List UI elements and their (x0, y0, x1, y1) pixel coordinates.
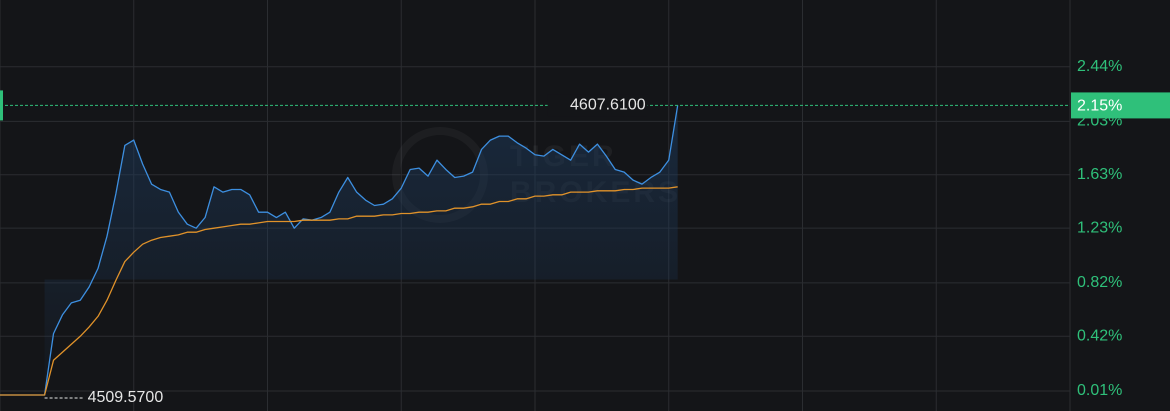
y-tick-label: 0.82% (1077, 274, 1122, 291)
current-marker (0, 90, 3, 121)
plot (0, 105, 679, 396)
y-tick-label: 1.63% (1077, 166, 1122, 183)
average-line (0, 186, 678, 396)
high-label-bg (547, 94, 648, 117)
y-tick-label: 0.42% (1077, 327, 1122, 344)
y-tick-label: 1.23% (1077, 219, 1122, 236)
low-label: 4509.5700 (88, 389, 164, 406)
current-label: 2.15% (1077, 98, 1122, 115)
overlay: 2.15% 4607.6100 4509.5700 (0, 90, 1170, 406)
grid: 0.01%0.42%0.82%1.23%1.63%2.03%2.44% (0, 0, 1122, 411)
y-tick-label: 2.44% (1077, 58, 1122, 75)
price-line (0, 105, 679, 396)
current-label-bg (1071, 92, 1170, 119)
y-tick-label: 0.01% (1077, 382, 1122, 399)
high-label: 4607.6100 (570, 97, 646, 114)
price-area (44, 105, 678, 395)
